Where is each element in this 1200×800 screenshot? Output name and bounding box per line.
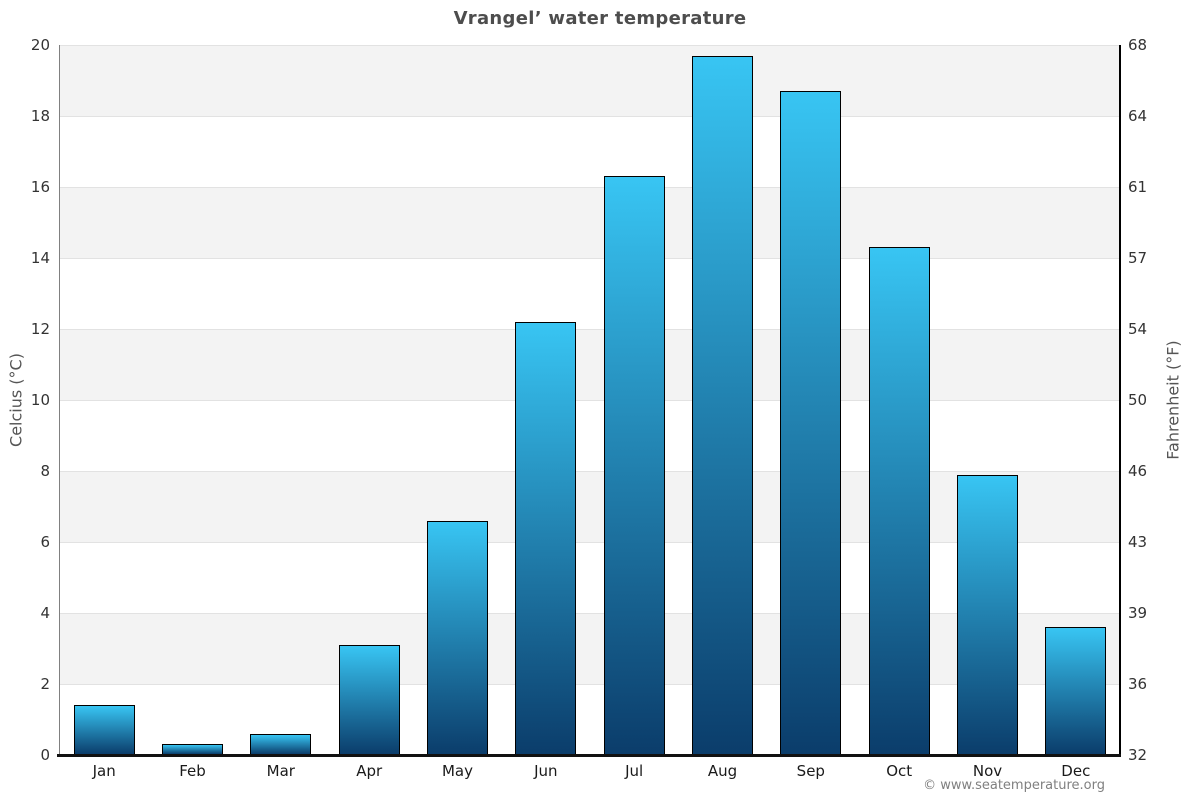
ytick-celsius-0: 0 [40,746,50,764]
plot-area [57,44,1121,757]
xtick-oct: Oct [886,762,913,780]
ytick-fahrenheit-61: 61 [1128,178,1148,196]
ytick-fahrenheit-32: 32 [1128,746,1148,764]
xtick-jul: Jul [625,762,644,780]
bar-aug [692,55,753,755]
bar-jul [603,176,665,755]
bar-mar [250,733,312,755]
bar-jan [73,705,135,755]
x-axis-line [57,754,1121,757]
xtick-may: May [441,762,473,780]
ytick-fahrenheit-57: 57 [1128,249,1148,267]
bar-may [427,520,488,755]
background-band [60,400,1120,471]
ytick-fahrenheit-64: 64 [1128,107,1148,125]
y-axis-label-celsius: Celcius (°C) [6,353,26,447]
background-band [60,258,1120,329]
background-band [60,329,1120,400]
background-band [60,471,1120,542]
ytick-fahrenheit-68: 68 [1128,36,1148,54]
gridline [60,470,1120,472]
background-band [60,684,1120,755]
background-band [60,187,1120,258]
gridline [60,115,1120,117]
background-band [60,613,1120,684]
xtick-dec: Dec [1061,762,1091,780]
y-axis-label-fahrenheit: Fahrenheit (°F) [1163,340,1183,460]
ytick-celsius-4: 4 [40,604,50,622]
ytick-celsius-2: 2 [40,675,50,693]
bar-nov [957,474,1018,755]
xtick-sep: Sep [796,762,825,780]
ytick-celsius-12: 12 [30,320,50,338]
gridline [60,541,1120,543]
ytick-celsius-18: 18 [30,107,50,125]
bar-sep [780,91,842,755]
bar-jun [515,321,577,755]
xtick-mar: Mar [266,762,295,780]
ytick-celsius-10: 10 [30,391,50,409]
bar-oct [868,247,930,755]
gridline [60,44,1120,46]
ytick-fahrenheit-46: 46 [1128,462,1148,480]
xtick-jan: Jan [92,762,116,780]
gridline [60,186,1120,188]
ytick-celsius-16: 16 [30,178,50,196]
gridline [60,399,1120,401]
xtick-feb: Feb [179,762,206,780]
xtick-apr: Apr [356,762,383,780]
bar-apr [338,644,400,755]
ytick-fahrenheit-39: 39 [1128,604,1148,622]
xtick-nov: Nov [972,762,1003,780]
copyright-note: © www.seatemperature.org [923,778,1105,793]
ytick-fahrenheit-54: 54 [1128,320,1148,338]
bar-dec [1045,627,1107,755]
gridline [60,257,1120,259]
gridline [60,612,1120,614]
ytick-fahrenheit-43: 43 [1128,533,1148,551]
background-band [60,542,1120,613]
y-axis-line-left [59,45,60,755]
ytick-fahrenheit-36: 36 [1128,675,1148,693]
background-band [60,116,1120,187]
xtick-jun: Jun [534,762,558,780]
ytick-celsius-8: 8 [40,462,50,480]
chart-title: Vrangel’ water temperature [453,8,747,29]
ytick-celsius-20: 20 [30,36,50,54]
ytick-fahrenheit-50: 50 [1128,391,1148,409]
gridline [60,328,1120,330]
xtick-aug: Aug [707,762,738,780]
y-axis-line-right [1119,45,1121,755]
ytick-celsius-14: 14 [30,249,50,267]
gridline [60,683,1120,685]
ytick-celsius-6: 6 [40,533,50,551]
background-band [60,45,1120,116]
